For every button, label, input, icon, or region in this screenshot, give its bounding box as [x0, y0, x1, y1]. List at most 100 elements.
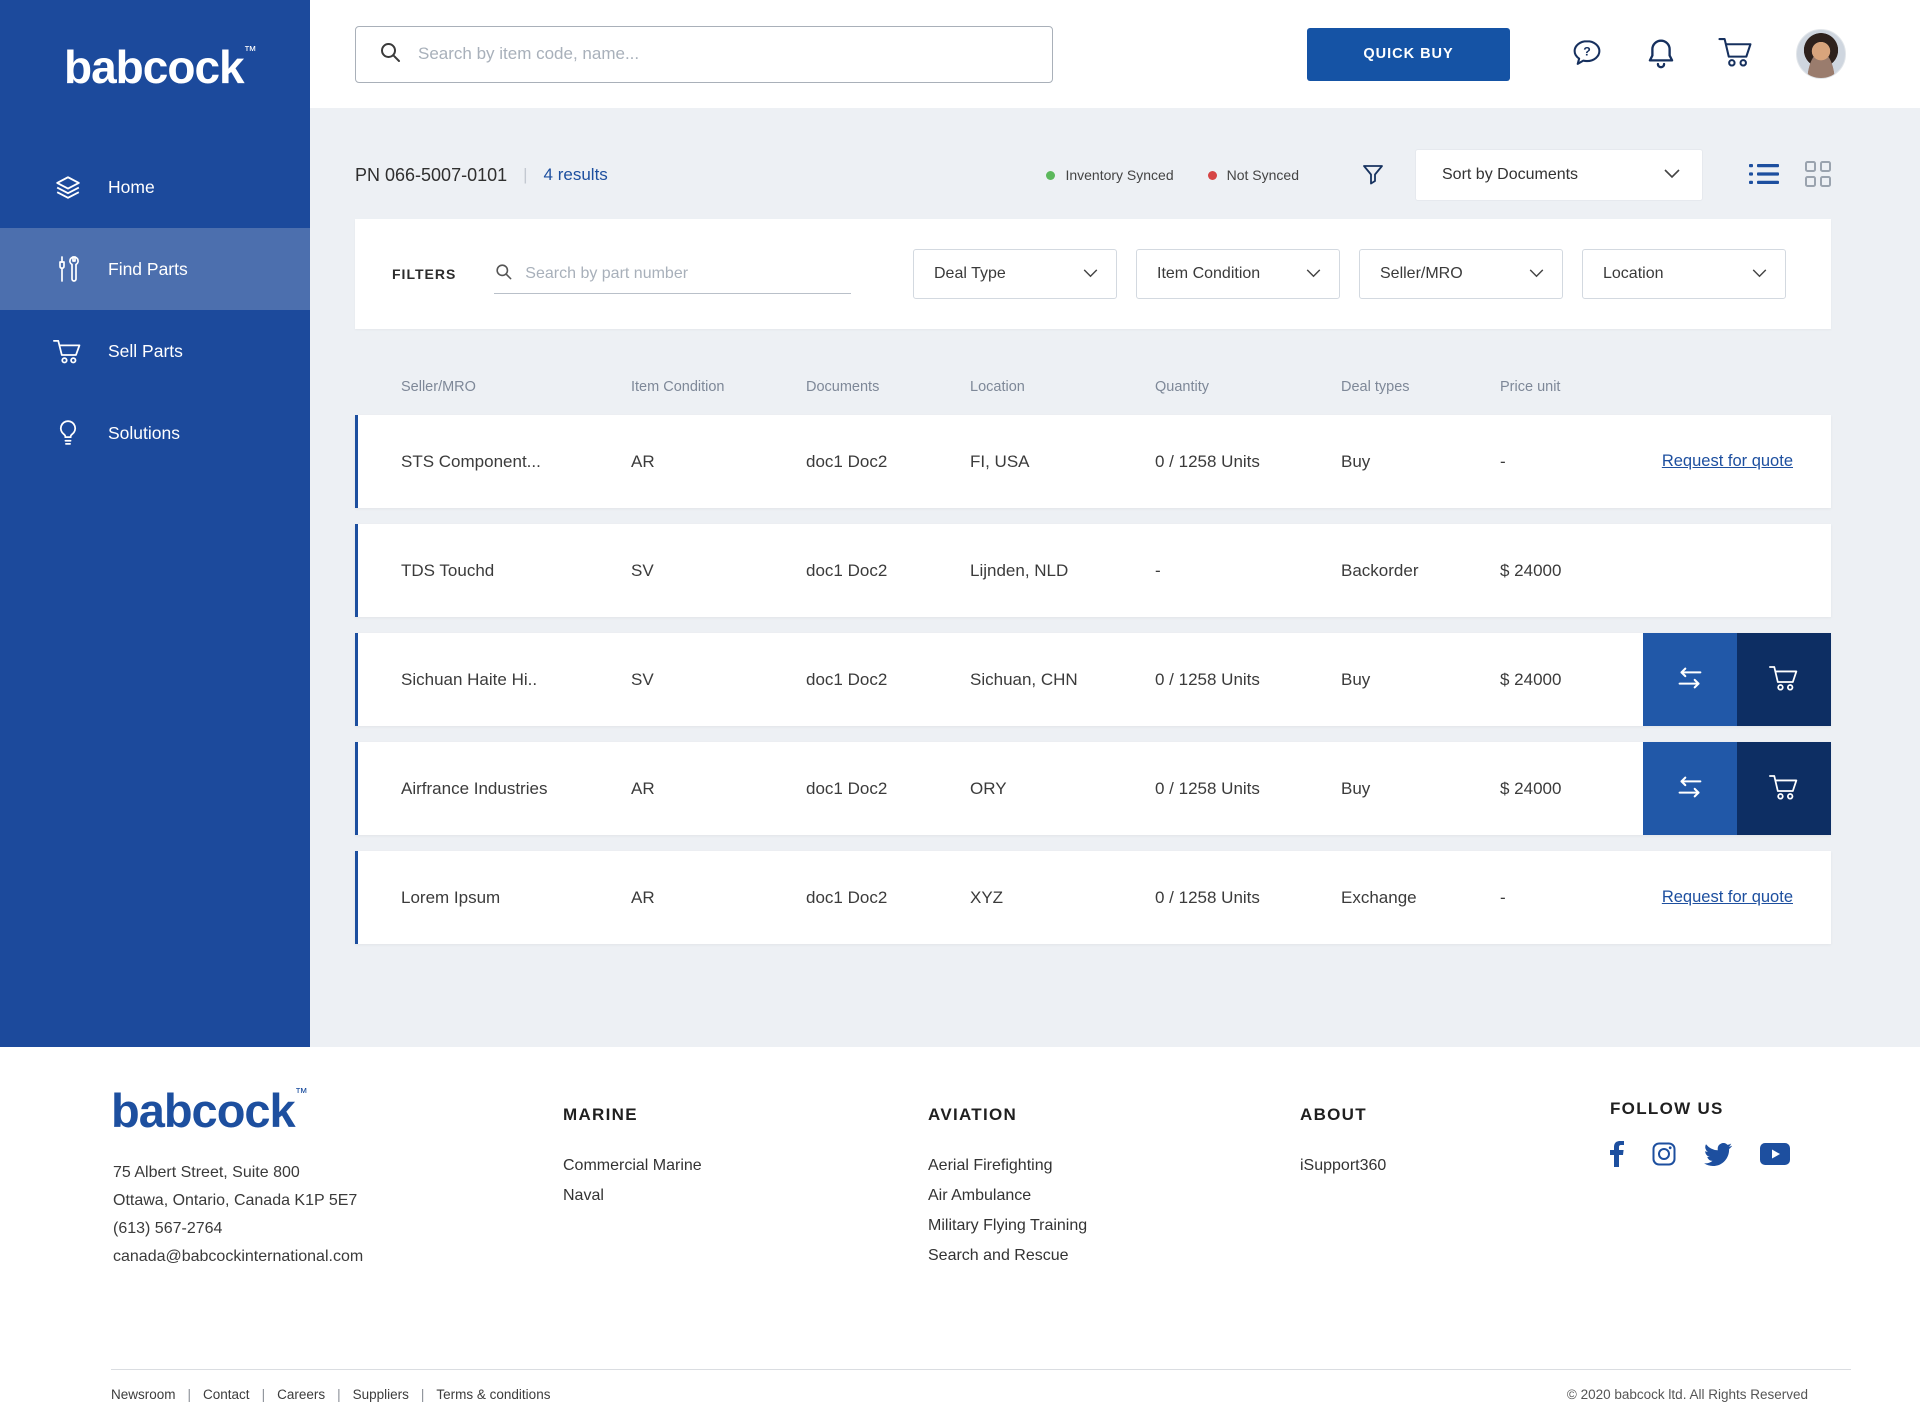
- cell-price: -: [1500, 887, 1506, 907]
- cell-deal-type: Backorder: [1341, 560, 1419, 580]
- footer-link[interactable]: Commercial Marine: [563, 1157, 702, 1174]
- copyright-notice: © 2020 babcock ltd. All Rights Reserved: [1566, 1387, 1808, 1402]
- filters-panel: FILTERS Deal Type Item Condition Seller/…: [355, 219, 1831, 329]
- address-line: 75 Albert Street, Suite 800: [113, 1164, 300, 1181]
- sidebar: babcock™ Home Find Parts Sell Parts Solu…: [0, 0, 310, 1047]
- sidebar-item-home[interactable]: Home: [0, 146, 310, 228]
- cell-location: ORY: [970, 778, 1007, 798]
- add-to-cart-button[interactable]: [1737, 633, 1831, 726]
- footer-link[interactable]: Aerial Firefighting: [928, 1157, 1053, 1174]
- footer-bottom-link-suppliers[interactable]: Suppliers: [325, 1387, 409, 1402]
- footer-link[interactable]: iSupport360: [1300, 1157, 1387, 1174]
- chevron-down-icon: [1664, 166, 1680, 184]
- cell-condition: SV: [631, 669, 654, 689]
- facebook-icon[interactable]: [1610, 1141, 1624, 1172]
- part-number-search: [494, 254, 852, 294]
- cell-deal-type: Buy: [1341, 778, 1371, 798]
- footer-link[interactable]: Search and Rescue: [928, 1247, 1069, 1264]
- table-row[interactable]: Sichuan Haite Hi.. SV doc1 Doc2 Sichuan,…: [355, 633, 1831, 726]
- chevron-down-icon: [1083, 265, 1098, 283]
- footer-link[interactable]: Military Flying Training: [928, 1217, 1088, 1234]
- cart-icon: [1769, 665, 1799, 695]
- legend-label: Not Synced: [1226, 167, 1299, 183]
- filter-funnel-button[interactable]: [1361, 162, 1385, 189]
- add-to-cart-button[interactable]: [1737, 742, 1831, 835]
- legend-not-synced: Not Synced: [1207, 167, 1299, 183]
- footer-column-title: ABOUT: [1300, 1105, 1367, 1124]
- part-number-search-input[interactable]: [525, 264, 852, 283]
- sort-dropdown[interactable]: Sort by Documents: [1415, 149, 1703, 201]
- exchange-button[interactable]: [1643, 742, 1737, 835]
- cell-seller: TDS Touchd: [401, 560, 495, 580]
- separator: |: [523, 165, 528, 184]
- footer-bottom-link-careers[interactable]: Careers: [250, 1387, 325, 1402]
- instagram-icon[interactable]: [1652, 1142, 1676, 1171]
- user-menu-button[interactable]: [1796, 29, 1846, 79]
- table-header: Seller/MRO Item Condition Documents Loca…: [355, 379, 1831, 395]
- results-toolbar: PN 066-5007-0101 | 4 results Inventory S…: [355, 149, 1831, 201]
- footer-bottom-link-newsroom[interactable]: Newsroom: [111, 1387, 176, 1402]
- notifications-button[interactable]: [1646, 37, 1676, 72]
- legend-label: Inventory Synced: [1065, 167, 1174, 183]
- footer: babcock™ 75 Albert Street, Suite 800 Ott…: [0, 1047, 1920, 1426]
- sidebar-item-sell-parts[interactable]: Sell Parts: [0, 310, 310, 392]
- deal-type-dropdown[interactable]: Deal Type: [913, 249, 1117, 299]
- sell-cart-icon: [52, 338, 84, 365]
- grid-view-toggle[interactable]: [1805, 160, 1831, 190]
- cell-location: XYZ: [970, 887, 1004, 907]
- follow-us-title: FOLLOW US: [1610, 1099, 1724, 1118]
- search-input[interactable]: [418, 44, 1052, 64]
- cell-action: [1631, 633, 1831, 726]
- sidebar-item-find-parts[interactable]: Find Parts: [0, 228, 310, 310]
- cell-documents: doc1 Doc2: [806, 778, 888, 798]
- footer-column-title: MARINE: [563, 1105, 638, 1124]
- legend-inventory-synced: Inventory Synced: [1046, 167, 1174, 183]
- item-condition-dropdown[interactable]: Item Condition: [1136, 249, 1340, 299]
- funnel-icon: [1361, 164, 1385, 189]
- cell-seller: Sichuan Haite Hi..: [401, 669, 538, 689]
- sidebar-item-solutions[interactable]: Solutions: [0, 392, 310, 474]
- table-row[interactable]: Lorem Ipsum AR doc1 Doc2 XYZ 0 / 1258 Un…: [355, 851, 1831, 944]
- cell-action: Request for quote: [1631, 415, 1831, 508]
- list-view-icon: [1749, 163, 1779, 189]
- cell-quantity: 0 / 1258 Units: [1155, 778, 1260, 798]
- chevron-down-icon: [1529, 265, 1544, 283]
- support-chat-button[interactable]: ?: [1570, 36, 1604, 72]
- address-line: Ottawa, Ontario, Canada K1P 5E7: [113, 1192, 358, 1209]
- cart-button[interactable]: [1718, 37, 1754, 71]
- list-view-toggle[interactable]: [1749, 162, 1779, 189]
- seller-mro-dropdown[interactable]: Seller/MRO: [1359, 249, 1563, 299]
- sort-label: Sort by Documents: [1442, 166, 1579, 183]
- location-dropdown[interactable]: Location: [1582, 249, 1786, 299]
- quick-buy-button[interactable]: QUICK BUY: [1307, 27, 1510, 81]
- not-synced-dot: [1207, 170, 1217, 180]
- footer-link[interactable]: Air Ambulance: [928, 1187, 1032, 1204]
- main-content: PN 066-5007-0101 | 4 results Inventory S…: [310, 108, 1920, 1047]
- request-quote-link[interactable]: Request for quote: [1661, 888, 1793, 906]
- footer-link[interactable]: Naval: [563, 1187, 604, 1204]
- table-row[interactable]: TDS Touchd SV doc1 Doc2 Lijnden, NLD - B…: [355, 524, 1831, 617]
- table-row[interactable]: Airfrance Industries AR doc1 Doc2 ORY 0 …: [355, 742, 1831, 835]
- cell-condition: AR: [631, 778, 655, 798]
- cell-location: Sichuan, CHN: [970, 669, 1078, 689]
- cell-documents: doc1 Doc2: [806, 887, 888, 907]
- sidebar-item-label: Solutions: [108, 422, 180, 443]
- exchange-button[interactable]: [1643, 633, 1737, 726]
- dropdown-label: Deal Type: [934, 265, 1006, 282]
- footer-bottom-link-terms[interactable]: Terms & conditions: [409, 1387, 550, 1402]
- cell-price: $ 24000: [1500, 669, 1562, 689]
- cell-deal-type: Buy: [1341, 451, 1371, 471]
- dropdown-label: Item Condition: [1157, 265, 1261, 282]
- table-row[interactable]: STS Component... AR doc1 Doc2 FI, USA 0 …: [355, 415, 1831, 508]
- request-quote-link[interactable]: Request for quote: [1661, 452, 1793, 470]
- chevron-down-icon: [1752, 265, 1767, 283]
- footer-column-about: ABOUT iSupport360: [1300, 1105, 1386, 1181]
- footer-bottom-link-contact[interactable]: Contact: [176, 1387, 250, 1402]
- tools-icon: [52, 255, 84, 283]
- twitter-icon[interactable]: [1704, 1142, 1732, 1171]
- footer-bottom-links: Newsroom Contact Careers Suppliers Terms…: [111, 1387, 550, 1402]
- synced-dot: [1046, 170, 1056, 180]
- youtube-icon[interactable]: [1760, 1143, 1790, 1170]
- grid-view-icon: [1805, 160, 1831, 190]
- email-address: canada@babcockinternational.com: [113, 1248, 364, 1265]
